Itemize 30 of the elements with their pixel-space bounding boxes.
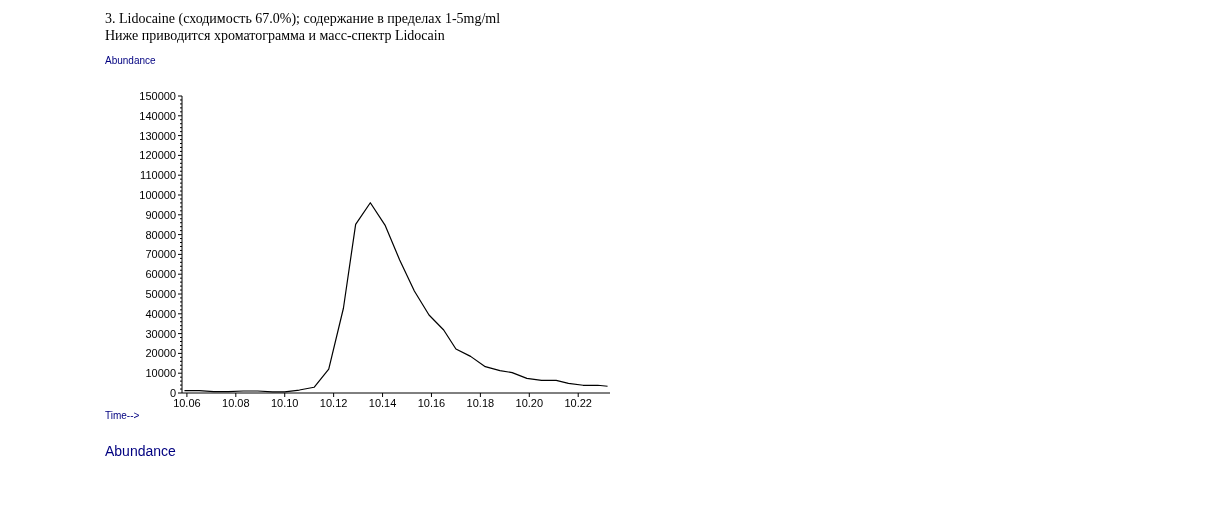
- y-tick-label: 90000: [145, 208, 176, 221]
- y-tick-label: 100000: [139, 188, 176, 201]
- chart-subtitle: Ниже приводится хроматограмма и масс-спектр Lidocain: [105, 28, 445, 44]
- y-tick-label: 120000: [139, 149, 176, 162]
- y-tick-label: 150000: [139, 89, 176, 102]
- x-axis-title: Time-->: [105, 410, 140, 422]
- y-tick-label: 60000: [145, 268, 176, 281]
- y-tick-label: 130000: [139, 129, 176, 142]
- x-tick-label: 10.08: [222, 396, 250, 409]
- y-tick-label: 70000: [145, 248, 176, 261]
- y-tick-label: 30000: [145, 327, 176, 340]
- y-tick-label: 20000: [145, 347, 176, 360]
- x-tick-label: 10.14: [368, 396, 397, 409]
- y-axis-title: Abundance: [105, 55, 156, 67]
- x-tick-label: 10.06: [173, 396, 201, 409]
- y-tick-label: 80000: [145, 228, 176, 241]
- y-tick-label: 140000: [139, 109, 176, 122]
- x-tick-label: 10.22: [564, 396, 592, 409]
- y-tick-label: 0: [169, 386, 176, 399]
- x-tick-label: 10.18: [466, 396, 495, 409]
- y-tick-label: 110000: [140, 169, 176, 182]
- y-tick-label: 10000: [145, 367, 176, 380]
- y-tick-label: 50000: [145, 287, 176, 300]
- y-tick-label: 40000: [145, 307, 176, 320]
- x-tick-label: 10.12: [319, 396, 348, 409]
- x-tick-label: 10.20: [515, 396, 544, 409]
- chart-title: 3. Lidocaine (сходимость 67.0%); содержание в пределах 1-5mg/ml: [105, 11, 501, 27]
- x-tick-label: 10.10: [270, 396, 299, 409]
- text: Abundance: [105, 442, 176, 460]
- x-tick-label: 10.16: [417, 396, 446, 409]
